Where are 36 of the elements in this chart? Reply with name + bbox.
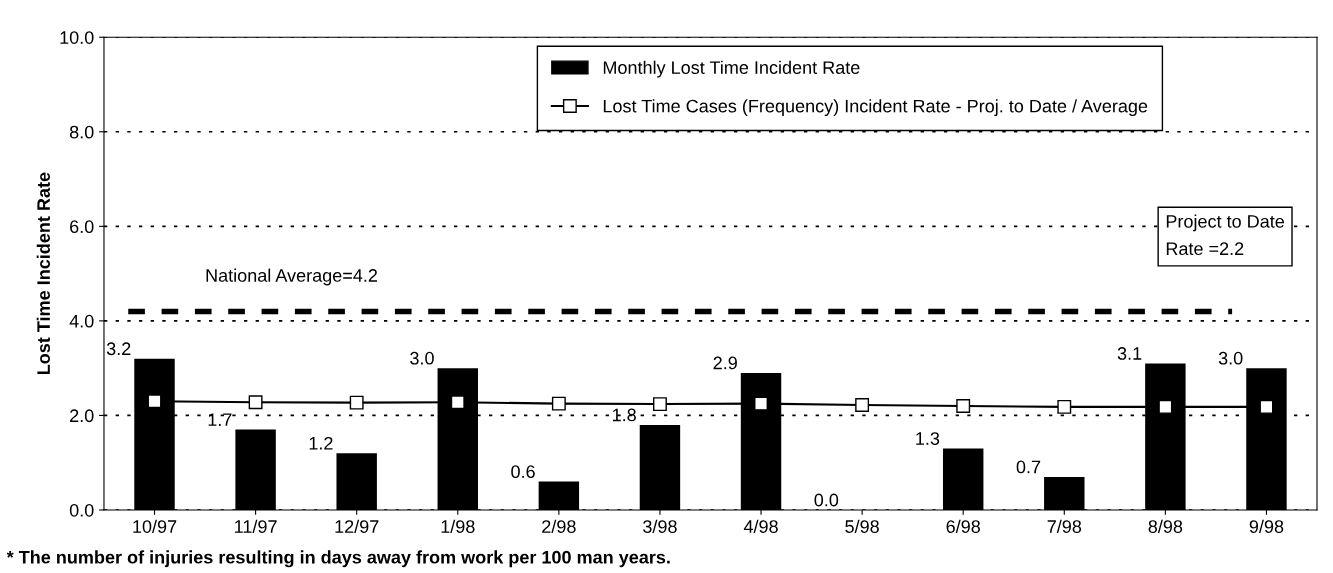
y-axis-title: Lost Time Incident Rate [36, 172, 50, 375]
x-tick-label: 1/98 [441, 519, 475, 533]
x-tick-label: 10/97 [133, 519, 177, 533]
x-tick-label: 6/98 [946, 519, 980, 533]
text: 1.8 [612, 408, 636, 422]
text: 1.2 [309, 436, 333, 450]
x-tick-label: 7/98 [1047, 519, 1082, 533]
text: 3.0 [410, 351, 434, 365]
text: 1.7 [208, 413, 232, 426]
text: 2.9 [713, 356, 737, 370]
legend-label: Monthly Lost Time Incident Rate [603, 60, 860, 78]
y-tick-label: 10.0 [60, 31, 94, 44]
x-tick-label: 12/97 [335, 519, 379, 533]
x-tick-label: 9/98 [1249, 519, 1284, 533]
y-tick-label: 8.0 [69, 125, 94, 139]
text: 0.7 [1016, 460, 1041, 474]
text: 0.0 [814, 493, 839, 507]
y-tick-label: 6.0 [70, 220, 94, 234]
annotation: Project to Date Rate =2.2 [1166, 214, 1284, 256]
text: 3.2 [106, 342, 131, 356]
text: 0.6 [511, 465, 535, 479]
text: 1.3 [916, 432, 940, 445]
x-tick-label: 4/98 [743, 519, 778, 533]
text: 3.0 [1218, 351, 1243, 365]
x-tick-label: 5/98 [845, 519, 879, 533]
ref-line-label: National Average=4.2 [206, 268, 377, 286]
x-tick-label: 3/98 [643, 519, 677, 533]
text: 3.1 [1117, 347, 1142, 360]
legend-label: Lost Time Cases (Frequency) Incident Rate - Proj. to Date / Average [603, 99, 1148, 117]
x-tick-label: 2/98 [542, 519, 576, 533]
y-tick-label: 2.0 [70, 409, 94, 423]
text: * The number of injuries resulting in days away from work per 100 man years. [6, 550, 670, 568]
y-tick-label: 4.0 [69, 314, 94, 328]
x-tick-label: 11/97 [235, 519, 277, 533]
y-tick-label: 0.0 [69, 503, 94, 517]
x-tick-label: 8/98 [1148, 519, 1183, 533]
